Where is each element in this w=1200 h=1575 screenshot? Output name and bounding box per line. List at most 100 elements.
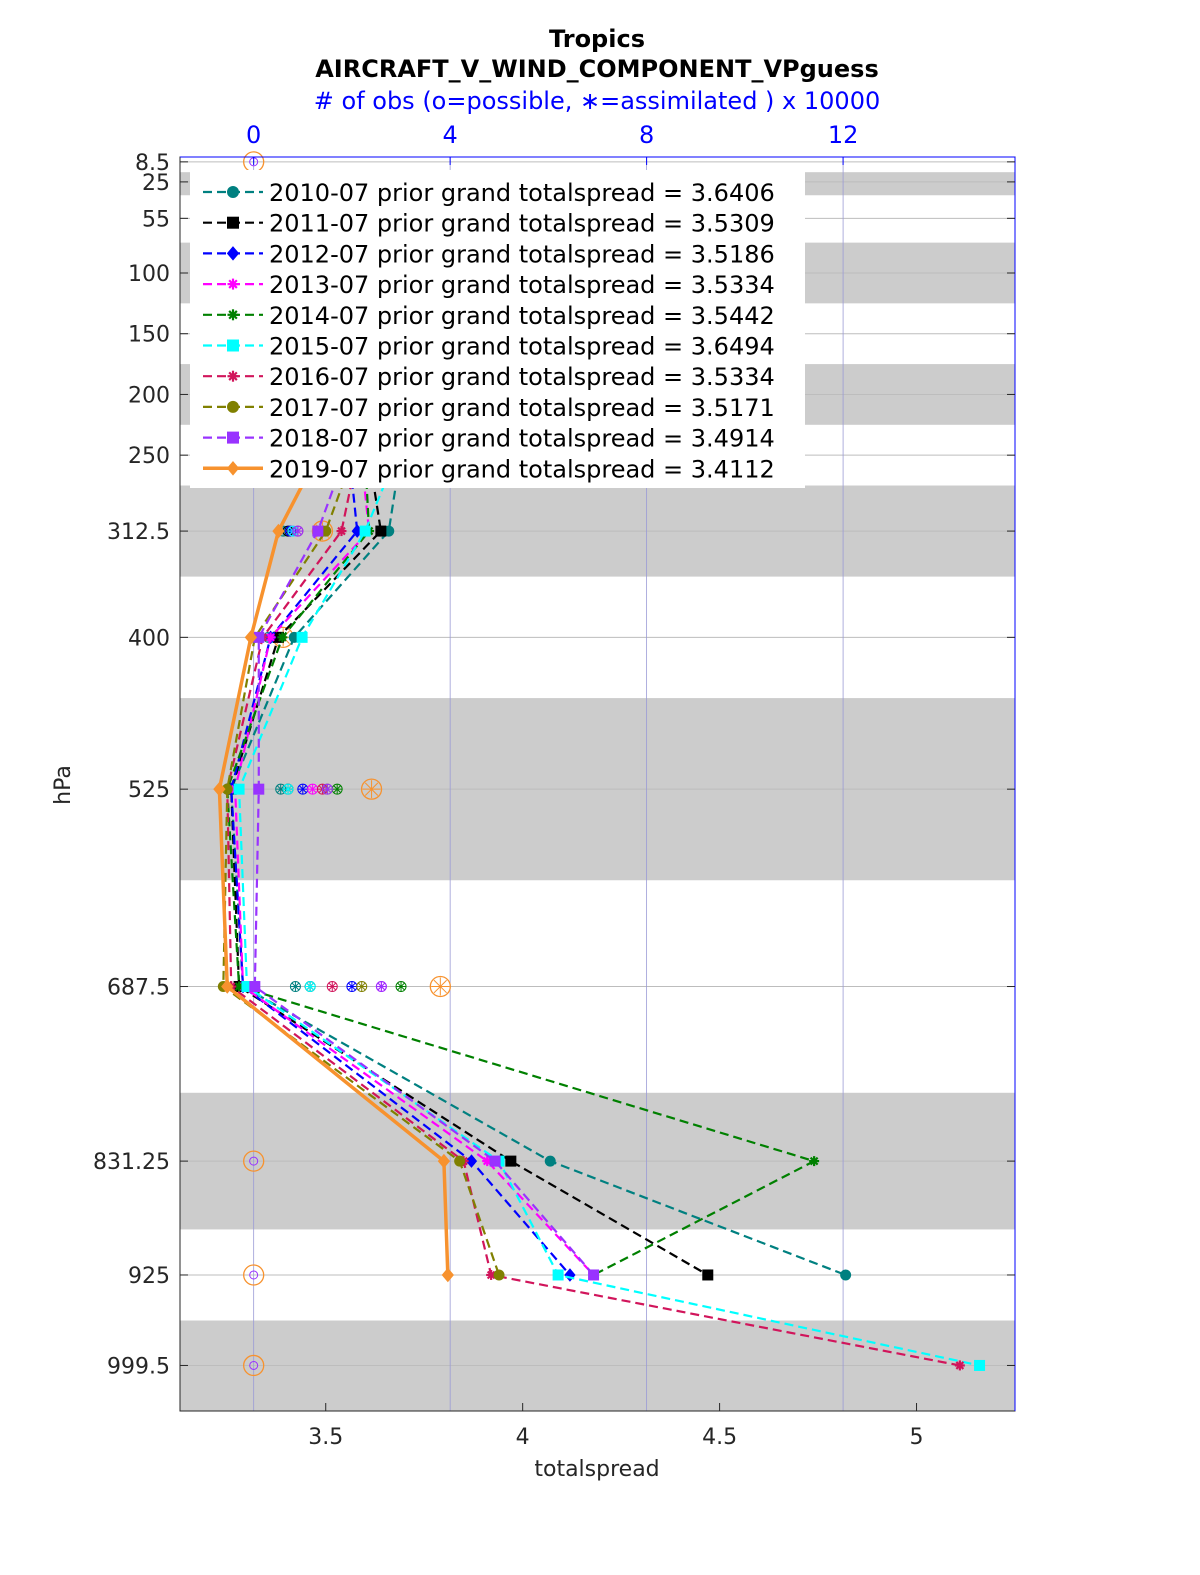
data-point xyxy=(552,1269,564,1281)
data-point xyxy=(544,1155,556,1167)
legend-marker xyxy=(227,339,239,352)
obs-possible-marker xyxy=(243,1354,265,1377)
obs-assimilated-marker xyxy=(431,977,450,996)
x-tick-label: 3.5 xyxy=(308,1425,343,1450)
data-point xyxy=(312,525,324,537)
y-tick-label: 925 xyxy=(128,1264,170,1289)
data-point xyxy=(277,632,288,643)
data-point xyxy=(702,1269,714,1281)
data-point xyxy=(809,1156,820,1167)
legend-marker xyxy=(227,309,239,321)
y-tick-label: 687.5 xyxy=(107,976,170,1001)
legend-entry: 2015-07 prior grand totalspread = 3.6494 xyxy=(269,333,775,361)
y-tick-label: 55 xyxy=(142,207,170,232)
y-tick-label: 150 xyxy=(128,323,170,348)
obs-zero-marker xyxy=(249,1156,259,1166)
y-tick-label: 525 xyxy=(128,778,170,803)
legend-marker xyxy=(227,278,239,290)
obs-assimilated-marker xyxy=(395,981,407,993)
legend-entry: 2018-07 prior grand totalspread = 3.4914 xyxy=(269,425,775,453)
legend-entry: 2016-07 prior grand totalspread = 3.5334 xyxy=(269,363,775,391)
obs-assimilated-marker xyxy=(362,780,381,799)
data-point xyxy=(359,525,371,537)
series-line xyxy=(237,332,980,1367)
y-tick-label: 999.5 xyxy=(107,1354,170,1379)
chart-subtitle: AIRCRAFT_V_WIND_COMPONENT_VPguess xyxy=(315,55,879,83)
top-tick-label: 0 xyxy=(246,121,261,149)
data-point xyxy=(489,1155,501,1167)
legend-entry: 2014-07 prior grand totalspread = 3.5442 xyxy=(269,302,775,330)
legend-entry: 2011-07 prior grand totalspread = 3.5309 xyxy=(269,210,775,238)
legend: 2010-07 prior grand totalspread = 3.6406… xyxy=(190,170,805,488)
data-point xyxy=(296,631,308,643)
obs-assimilated-marker xyxy=(375,981,387,993)
legend-marker xyxy=(226,246,240,261)
data-point xyxy=(840,1269,852,1281)
y-axis-label: hPa xyxy=(51,765,76,805)
data-point xyxy=(249,981,261,993)
obs-assimilated-marker xyxy=(289,981,301,993)
y-tick-label: 200 xyxy=(128,383,170,408)
legend-box xyxy=(190,170,805,488)
obs-assimilated-marker xyxy=(307,783,319,795)
x-axis-label: totalspread xyxy=(534,1457,659,1482)
data-point xyxy=(954,1360,965,1371)
top-axis-label: # of obs (o=possible, ∗=assimilated ) x … xyxy=(314,87,880,115)
legend-marker xyxy=(227,370,239,382)
obs-assimilated-marker xyxy=(356,981,368,993)
legend-marker xyxy=(226,461,240,476)
data-point xyxy=(588,1269,600,1281)
obs-possible-marker xyxy=(243,1264,265,1286)
legend-entry: 2017-07 prior grand totalspread = 3.5171 xyxy=(269,394,775,422)
y-tick-label: 831.25 xyxy=(93,1150,170,1175)
data-point xyxy=(272,523,285,539)
y-tick-label: 400 xyxy=(128,626,170,651)
y-tick-label: 312.5 xyxy=(107,520,170,545)
legend-marker xyxy=(227,431,239,444)
top-tick-label: 4 xyxy=(443,121,458,149)
obs-assimilated-marker xyxy=(304,981,316,993)
data-point xyxy=(493,1269,505,1281)
data-point xyxy=(441,1267,454,1283)
data-point xyxy=(244,630,258,645)
data-point xyxy=(213,781,226,797)
legend-entry: 2012-07 prior grand totalspread = 3.5186 xyxy=(269,240,775,268)
axis-ticks: 3.5 4 4.5 5 0 4 8 12 8.525 55 100 150 200 250 312.5 400… xyxy=(93,121,1015,1450)
data-point xyxy=(375,525,387,537)
x-tick-label: 5 xyxy=(910,1425,924,1450)
x-tick-label: 4 xyxy=(516,1425,530,1450)
data-point xyxy=(253,783,265,795)
y-tick-label: 25 xyxy=(142,171,170,196)
y-tick-label: 8.5 xyxy=(135,151,170,176)
obs-assimilated-marker xyxy=(321,783,333,795)
top-tick-label: 8 xyxy=(639,121,654,149)
legend-marker xyxy=(227,216,239,229)
x-tick-label: 4.5 xyxy=(702,1425,737,1450)
chart-title: Tropics xyxy=(549,25,645,53)
legend-entry: 2010-07 prior grand totalspread = 3.6406 xyxy=(269,179,775,207)
data-point xyxy=(505,1155,517,1167)
data-point xyxy=(437,1153,451,1169)
obs-assimilated-marker xyxy=(326,981,338,993)
top-tick-label: 12 xyxy=(828,121,859,149)
obs-assimilated-marker xyxy=(282,783,294,795)
data-point xyxy=(336,526,347,537)
obs-assimilated-marker xyxy=(346,981,358,993)
legend-entry: 2013-07 prior grand totalspread = 3.5334 xyxy=(269,271,775,299)
obs-possible-marker xyxy=(243,1150,265,1172)
obs-zero-marker xyxy=(249,1360,259,1370)
obs-assimilated-marker xyxy=(297,783,309,795)
y-tick-label: 250 xyxy=(128,444,170,469)
obs-possible-marker xyxy=(429,975,451,998)
data-point xyxy=(974,1359,986,1371)
data-point xyxy=(465,1154,478,1168)
legend-marker xyxy=(227,400,239,413)
obs-assimilated-marker xyxy=(331,783,343,795)
legend-marker xyxy=(227,186,239,198)
obs-zero-marker xyxy=(249,1270,259,1280)
data-point xyxy=(233,783,245,795)
legend-entry: 2019-07 prior grand totalspread = 3.4112 xyxy=(269,455,775,483)
y-tick-label: 100 xyxy=(128,262,170,287)
data-point xyxy=(454,1155,466,1167)
